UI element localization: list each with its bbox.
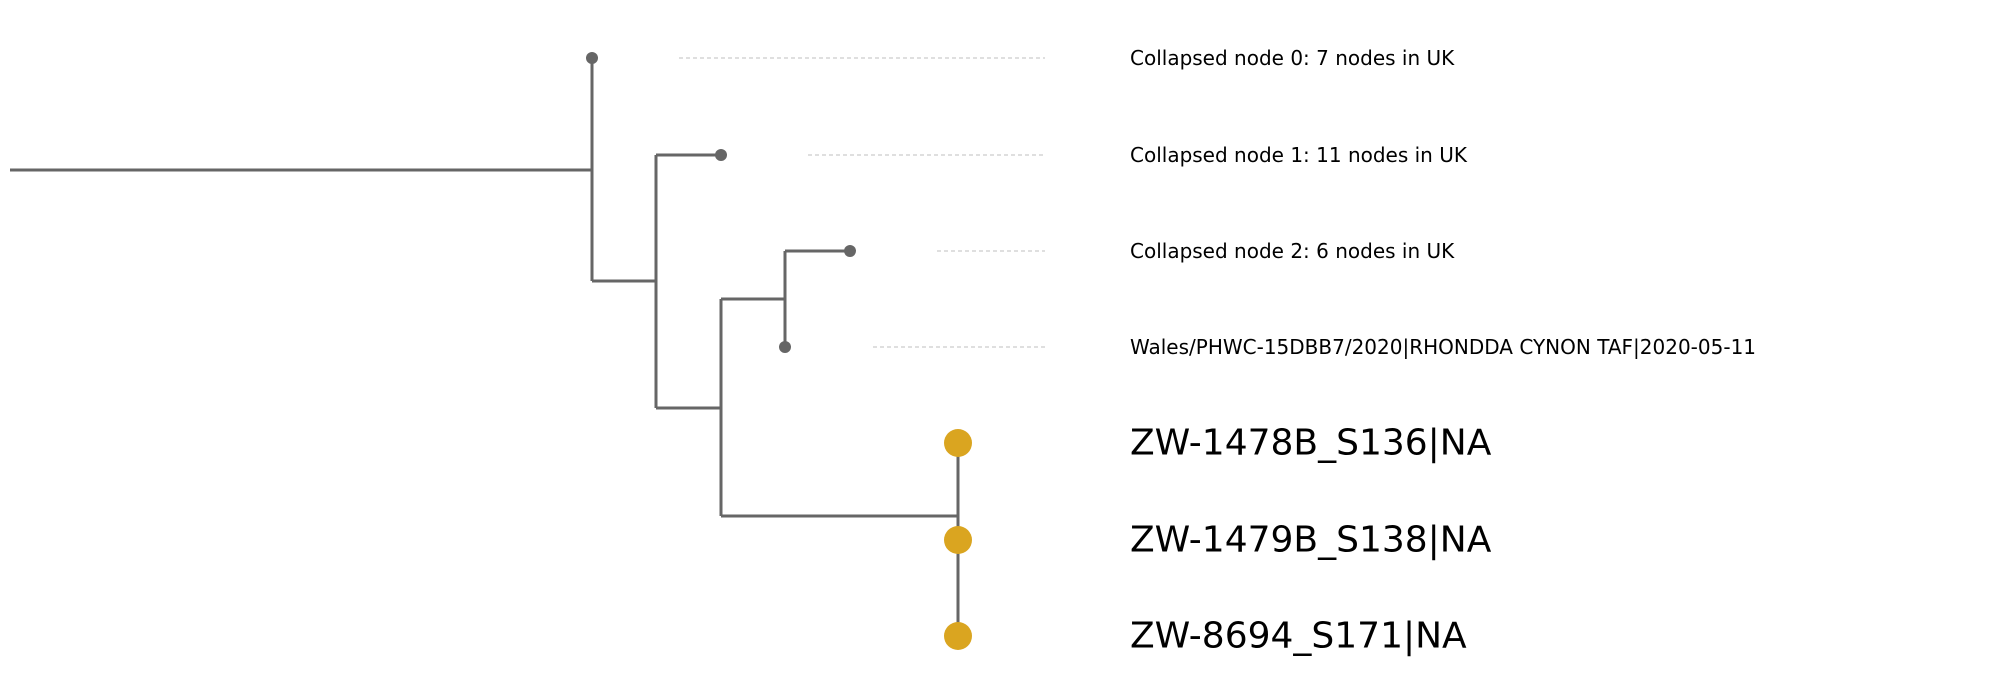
tip-label-collapsed1: Collapsed node 1: 11 nodes in UK xyxy=(1130,143,1468,167)
zw-1479b-tip-marker[interactable] xyxy=(944,526,972,554)
tip-labels: Collapsed node 0: 7 nodes in UK Collapse… xyxy=(1130,46,1756,657)
collapsed-node-2-marker[interactable] xyxy=(844,245,856,257)
zw-8694-tip-marker[interactable] xyxy=(944,622,972,650)
tree-tips xyxy=(586,52,972,650)
tip-label-zw-1478b: ZW-1478B_S136|NA xyxy=(1130,423,1492,464)
collapsed-node-0-marker[interactable] xyxy=(586,52,598,64)
tip-label-collapsed0: Collapsed node 0: 7 nodes in UK xyxy=(1130,46,1455,70)
zw-1478b-tip-marker[interactable] xyxy=(944,429,972,457)
wales-tip-marker[interactable] xyxy=(779,341,791,353)
collapsed-node-1-marker[interactable] xyxy=(715,149,727,161)
tip-label-wales: Wales/PHWC-15DBB7/2020|RHONDDA CYNON TAF… xyxy=(1130,335,1756,359)
tree-branches xyxy=(10,58,958,636)
tip-label-zw-1479b: ZW-1479B_S138|NA xyxy=(1130,520,1492,561)
guide-lines xyxy=(679,58,1045,347)
tip-label-zw-8694: ZW-8694_S171|NA xyxy=(1130,616,1467,657)
tip-label-collapsed2: Collapsed node 2: 6 nodes in UK xyxy=(1130,239,1455,263)
